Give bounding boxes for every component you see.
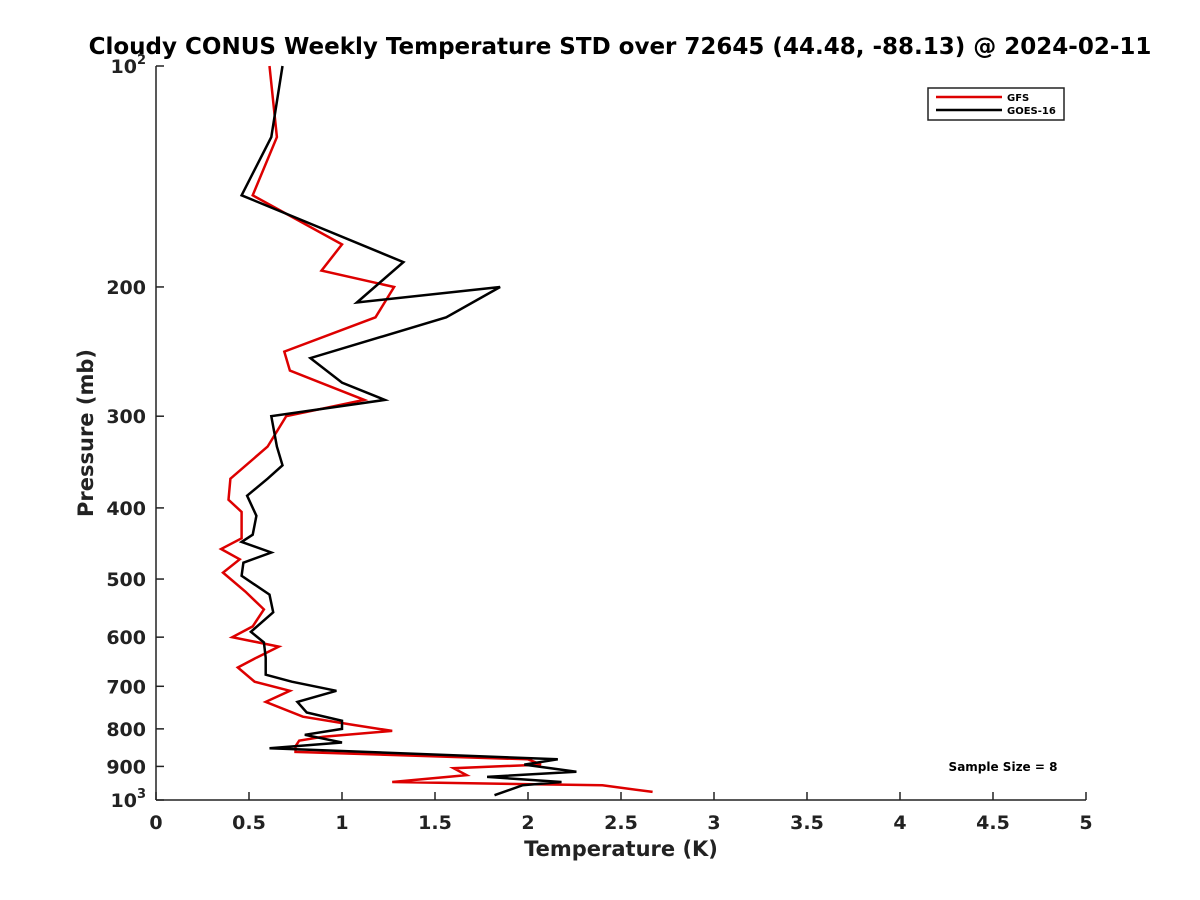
y-tick-label-exponent: 2	[137, 53, 146, 68]
x-tick-label: 4.5	[976, 812, 1010, 834]
legend-label-gfs: GFS	[1007, 93, 1029, 104]
x-tick-label: 0.5	[232, 812, 266, 834]
y-axis-label: Pressure (mb)	[74, 349, 98, 517]
series-line-goes16	[238, 65, 577, 797]
y-tick-label: 300	[106, 406, 146, 428]
x-tick-label: 4	[893, 812, 906, 834]
x-tick-label: 3.5	[790, 812, 824, 834]
y-tick-label: 800	[106, 719, 146, 741]
y-tick-label: 600	[106, 627, 146, 649]
y-tick-label: 500	[106, 569, 146, 591]
y-tick-label-base: 10	[111, 56, 137, 78]
legend-box	[927, 87, 1065, 121]
x-ticks: 0 0.5 1 1.5 2 2.5 3 3.5 4 4.5 5	[149, 792, 1093, 834]
x-tick-label: 2.5	[604, 812, 638, 834]
plot-area	[155, 66, 1086, 801]
y-tick-label: 103	[111, 787, 147, 812]
series-line-gfs	[218, 65, 653, 794]
series-lines	[218, 65, 653, 797]
legend: GFS GOES-16	[927, 87, 1065, 121]
x-tick-label: 3	[707, 812, 720, 834]
y-tick-label: 700	[106, 676, 146, 698]
y-tick-label: 200	[106, 277, 146, 299]
legend-label-goes16: GOES-16	[1007, 106, 1056, 117]
y-tick-label: 400	[106, 498, 146, 520]
x-tick-label: 5	[1079, 812, 1092, 834]
x-tick-label: 1.5	[418, 812, 452, 834]
x-tick-label: 1	[335, 812, 348, 834]
y-tick-label-exponent: 3	[137, 787, 146, 802]
chart-title: Cloudy CONUS Weekly Temperature STD over…	[89, 34, 1152, 60]
y-tick-label-base: 10	[111, 790, 137, 812]
y-tick-label: 102	[111, 53, 147, 78]
x-axis-label: Temperature (K)	[524, 837, 718, 861]
sample-size-annotation: Sample Size = 8	[949, 760, 1058, 774]
y-tick-label: 900	[106, 756, 146, 778]
x-tick-label: 2	[521, 812, 534, 834]
x-tick-label: 0	[149, 812, 162, 834]
